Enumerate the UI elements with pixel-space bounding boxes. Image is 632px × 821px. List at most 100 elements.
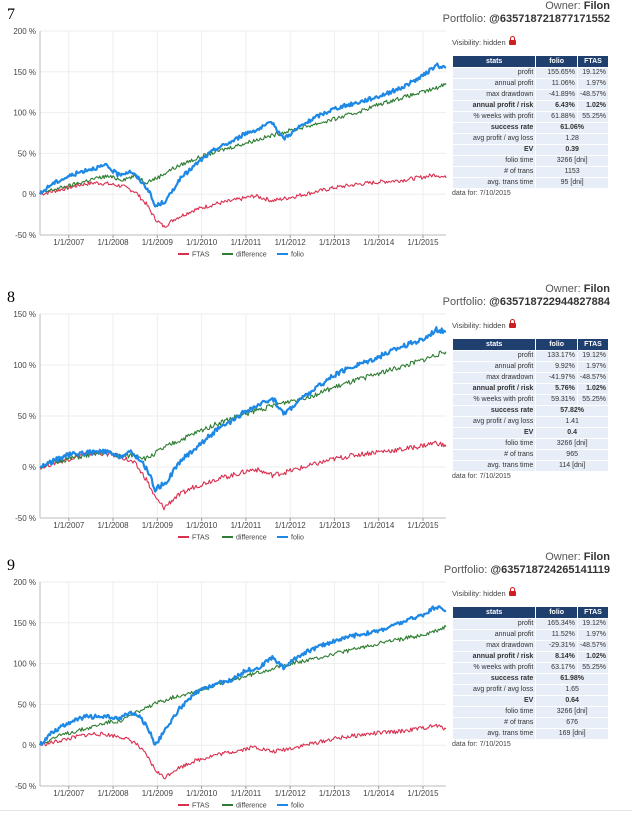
stat-label: # of trans: [451, 449, 537, 461]
owner-name: Filon: [583, 551, 610, 563]
stat-ftas-value: 1.97%: [576, 361, 610, 373]
legend-label[interactable]: difference: [236, 803, 267, 810]
section-number: 7: [7, 6, 15, 23]
stat-ftas-value: 1.02%: [576, 651, 610, 663]
stat-label: success rate: [451, 405, 537, 417]
stat-label: avg profit / avg loss: [451, 684, 537, 696]
stat-folio-value: 11.06%: [535, 78, 578, 90]
stat-folio-value: 63.17%: [535, 662, 578, 674]
stat-label: annual profit: [451, 78, 537, 90]
portfolio-section: 9 200 % 150 % 100 % 50 % 0 % -50 % 1/1/2007 1/1/…: [0, 551, 632, 821]
stats-row: # of trans 965: [451, 449, 609, 461]
stats-row: max drawdown -29.31% -48.57%: [451, 640, 610, 652]
x-tick-label: 1/1/2012: [275, 521, 307, 530]
stats-row: % weeks with profit 59.31% 55.25%: [451, 394, 610, 406]
x-tick-label: 1/1/2013: [319, 238, 351, 247]
x-tick-label: 1/1/2010: [186, 521, 218, 530]
legend-label[interactable]: folio: [291, 252, 304, 259]
x-tick-label: 1/1/2007: [53, 521, 85, 530]
x-tick-label: 1/1/2013: [319, 789, 351, 798]
stat-folio-value: 8.14%: [535, 651, 578, 663]
y-tick-label: 50 %: [18, 700, 36, 709]
y-tick-label: 50 %: [18, 149, 36, 158]
stats-row: avg. trans time 169 [dni]: [451, 728, 609, 740]
stat-ftas-value: -48.57%: [576, 640, 610, 652]
portfolio-section: 8 150 % 100 % 50 % 0 % -50 % 1/1/2007 1/1/2008 1…: [0, 283, 632, 553]
stat-folio-value: 165.34%: [535, 618, 578, 630]
y-tick-label: 200 %: [13, 27, 36, 36]
stat-label: annual profit: [451, 361, 537, 373]
stat-folio-value: 0.64: [535, 695, 609, 707]
owner-label: Owner:: [545, 283, 581, 295]
stat-label: # of trans: [451, 166, 537, 178]
stat-label: folio time: [451, 155, 537, 167]
stats-row: success rate 61.98%: [451, 673, 609, 685]
stats-row: avg profit / avg loss 1.41: [451, 416, 609, 428]
stat-ftas-value: 1.02%: [576, 100, 610, 112]
stat-folio-value: 61.88%: [535, 111, 578, 123]
visibility-text: Visibility: hidden: [452, 321, 506, 330]
stat-folio-value: 133.17%: [535, 350, 578, 362]
bottom-divider: [0, 810, 632, 811]
stat-folio-value: 95 [dni]: [535, 177, 609, 189]
x-tick-label: 1/1/2015: [407, 521, 439, 530]
stat-folio-value: 3266 [dni]: [535, 706, 609, 718]
performance-chart: 200 % 150 % 100 % 50 % 0 % -50 % 1/1/2007 1/1/2…: [13, 27, 447, 259]
stat-folio-value: 169 [dni]: [535, 728, 609, 740]
stat-label: annual profit: [451, 629, 537, 641]
portfolio-label: Portfolio:: [443, 564, 488, 576]
stat-folio-value: 1.41: [535, 416, 609, 428]
stat-folio-value: 9.92%: [535, 361, 578, 373]
portfolio-id: @635718722944827884: [489, 296, 610, 308]
series-line-difference: [39, 82, 447, 195]
stats-row: # of trans 1153: [451, 166, 609, 178]
stat-label: success rate: [451, 122, 537, 134]
y-tick-label: -50 %: [15, 514, 36, 523]
stat-folio-value: 114 [dni]: [535, 460, 609, 472]
stats-row: EV 0.64: [451, 695, 609, 707]
stats-row: success rate 57.82%: [451, 405, 609, 417]
series-line-ftas: [39, 723, 447, 780]
y-tick-label: 150 %: [13, 68, 36, 77]
legend-label[interactable]: FTAS: [192, 535, 210, 542]
section-number: 9: [7, 557, 15, 574]
x-tick-label: 1/1/2015: [407, 789, 439, 798]
stats-row: annual profit / risk 8.14% 1.02%: [451, 651, 610, 663]
stat-label: annual profit / risk: [451, 383, 537, 395]
lock-icon: [508, 36, 516, 45]
stat-label: max drawdown: [451, 640, 537, 652]
legend-label[interactable]: FTAS: [192, 803, 210, 810]
stat-folio-value: 61.06%: [535, 122, 609, 134]
series-line-folio: [38, 62, 447, 208]
stat-folio-value: 155.65%: [535, 67, 578, 79]
performance-chart: 200 % 150 % 100 % 50 % 0 % -50 % 1/1/2007 1/1/2…: [13, 578, 447, 810]
stats-header-row: stats folio FTAS: [451, 606, 610, 619]
stats-row: max drawdown -41.97% -48.57%: [451, 372, 610, 384]
visibility-status: Visibility: hidden: [452, 36, 516, 47]
portfolio-id: @635718721877171552: [489, 13, 610, 25]
performance-chart: 150 % 100 % 50 % 0 % -50 % 1/1/2007 1/1/2008 1/…: [13, 310, 447, 542]
stats-row: % weeks with profit 61.88% 55.25%: [451, 111, 610, 123]
x-tick-label: 1/1/2011: [231, 238, 262, 247]
legend-label[interactable]: folio: [291, 535, 304, 542]
legend-label[interactable]: difference: [236, 535, 267, 542]
visibility-status: Visibility: hidden: [452, 587, 516, 598]
stats-row: profit 133.17% 19.12%: [451, 350, 610, 362]
legend-label[interactable]: FTAS: [192, 252, 210, 259]
lock-icon: [508, 319, 516, 328]
stat-folio-value: 5.76%: [535, 383, 578, 395]
stats-row: EV 0.39: [451, 144, 609, 156]
stat-label: avg profit / avg loss: [451, 416, 537, 428]
stats-row: avg profit / avg loss 1.65: [451, 684, 609, 696]
stat-label: EV: [451, 427, 537, 439]
legend-label[interactable]: folio: [291, 803, 304, 810]
x-tick-label: 1/1/2012: [275, 789, 307, 798]
stat-folio-value: 6.43%: [535, 100, 578, 112]
stat-label: profit: [451, 350, 537, 362]
legend-label[interactable]: difference: [236, 252, 267, 259]
y-tick-label: -50 %: [15, 231, 36, 240]
stats-table: stats folio FTAS profit 155.65% 19.12% annual …: [451, 55, 610, 189]
x-tick-label: 1/1/2015: [407, 238, 439, 247]
stat-label: profit: [451, 618, 537, 630]
stat-label: max drawdown: [451, 89, 537, 101]
